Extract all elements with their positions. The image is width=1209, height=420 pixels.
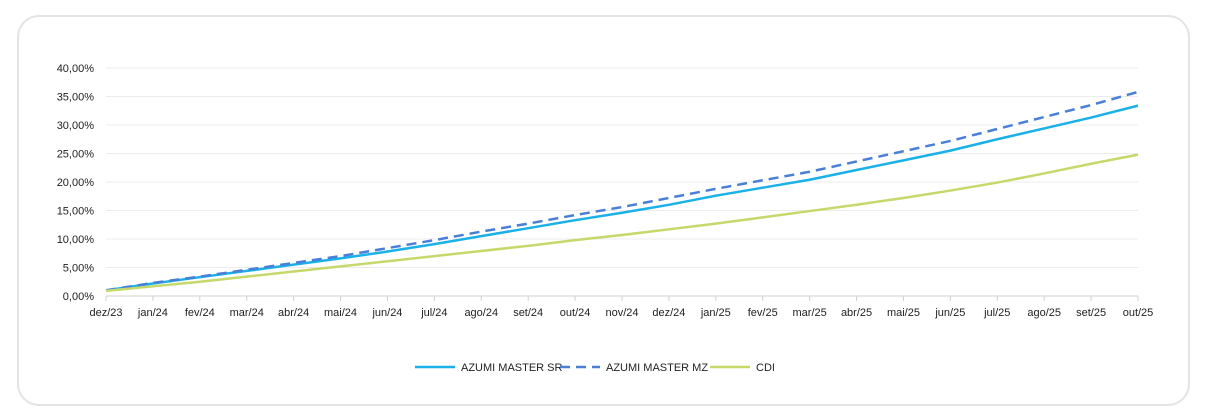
x-tick-label: set/25 [1076, 307, 1106, 319]
x-tick-label: jul/24 [420, 307, 447, 319]
y-tick-label: 40,00% [57, 63, 95, 75]
x-tick-label: dez/24 [652, 307, 685, 319]
x-tick-label: mai/24 [324, 307, 357, 319]
x-tick-label: abr/25 [841, 307, 872, 319]
legend-label: CDI [756, 362, 775, 374]
legend-label: AZUMI MASTER SR [461, 362, 563, 374]
series-line-cdi [105, 153, 1139, 293]
x-tick-label: out/25 [1123, 307, 1154, 319]
x-tick-label: fev/24 [185, 307, 215, 319]
x-tick-label: jun/25 [934, 307, 965, 319]
x-tick-label: ago/24 [464, 307, 498, 319]
x-tick-label: set/24 [513, 307, 543, 319]
x-tick-label: out/24 [560, 307, 591, 319]
series-line-azumi-master-sr [105, 104, 1139, 292]
legend-label: AZUMI MASTER MZ [606, 362, 708, 374]
x-tick-label: jun/24 [371, 307, 402, 319]
x-tick-label: mai/25 [887, 307, 920, 319]
y-tick-label: 20,00% [57, 177, 95, 189]
y-tick-label: 5,00% [63, 263, 94, 275]
x-tick-label: jan/24 [137, 307, 168, 319]
x-tick-label: fev/25 [748, 307, 778, 319]
y-tick-label: 15,00% [57, 206, 95, 218]
x-tick-label: ago/25 [1027, 307, 1061, 319]
y-tick-label: 0,00% [63, 291, 94, 303]
x-tick-label: jan/25 [700, 307, 731, 319]
y-tick-label: 25,00% [57, 149, 95, 161]
y-tick-label: 35,00% [57, 92, 95, 104]
x-tick-label: mar/25 [793, 307, 827, 319]
x-tick-label: mar/24 [230, 307, 264, 319]
series-line-azumi-master-mz [105, 90, 1139, 292]
y-tick-label: 30,00% [57, 120, 95, 132]
x-tick-label: abr/24 [278, 307, 309, 319]
y-tick-label: 10,00% [57, 234, 95, 246]
x-tick-label: nov/24 [605, 307, 638, 319]
x-tick-label: jul/25 [983, 307, 1010, 319]
x-tick-label: dez/23 [89, 307, 122, 319]
